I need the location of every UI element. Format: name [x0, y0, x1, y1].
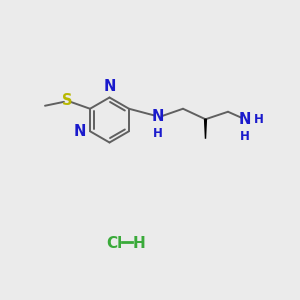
- Text: N: N: [238, 112, 251, 127]
- Text: H: H: [254, 113, 263, 126]
- Text: Cl: Cl: [106, 236, 122, 250]
- Text: N: N: [103, 79, 116, 94]
- Text: H: H: [133, 236, 146, 250]
- Text: H: H: [239, 130, 249, 143]
- Text: S: S: [62, 93, 73, 108]
- Text: H: H: [152, 127, 162, 140]
- Text: N: N: [151, 109, 164, 124]
- Text: N: N: [74, 124, 86, 139]
- Polygon shape: [205, 119, 206, 139]
